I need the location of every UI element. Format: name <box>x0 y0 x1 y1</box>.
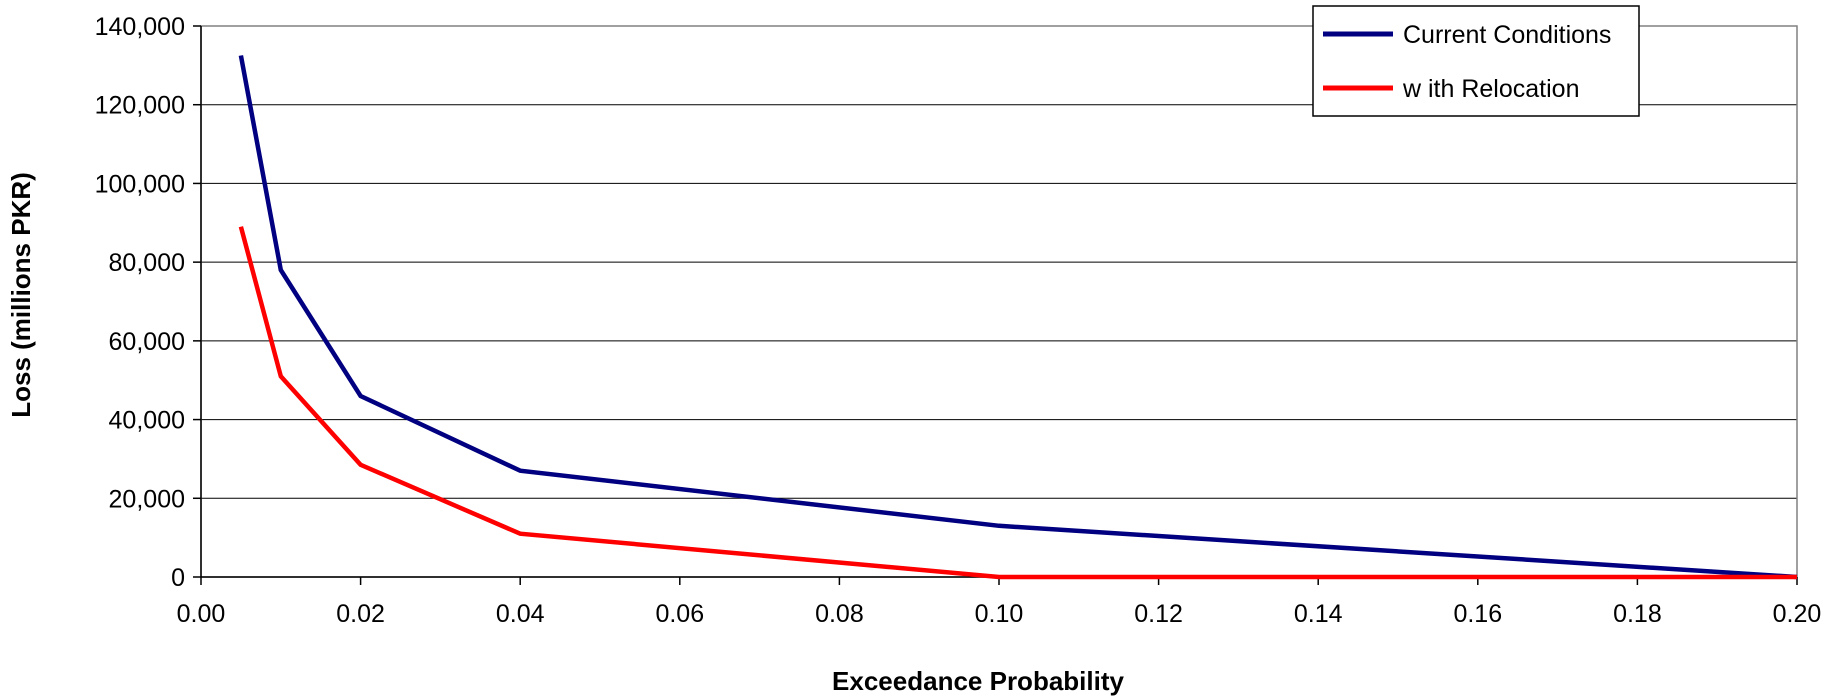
x-axis-title: Exceedance Probability <box>832 666 1124 696</box>
y-tick-label: 140,000 <box>95 13 185 41</box>
y-tick-label: 40,000 <box>109 407 185 435</box>
y-tick-label: 60,000 <box>109 328 185 356</box>
legend-label-current-conditions: Current Conditions <box>1403 21 1611 49</box>
x-tick-label: 0.10 <box>975 600 1024 628</box>
x-tick-label: 0.12 <box>1134 600 1183 628</box>
x-tick-label: 0.00 <box>177 600 226 628</box>
x-tick-label: 0.14 <box>1294 600 1343 628</box>
y-tick-label: 0 <box>171 564 185 592</box>
x-tick-label: 0.02 <box>336 600 385 628</box>
x-tick-label: 0.04 <box>496 600 545 628</box>
tick-labels: 0 20,000 40,000 60,000 80,000 100,000 120,000 1… <box>95 13 1822 628</box>
x-tick-label: 0.06 <box>655 600 704 628</box>
legend: Current Conditions w ith Relocation <box>1312 5 1640 117</box>
y-tick-label: 100,000 <box>95 170 185 198</box>
y-axis-title: Loss (millions PKR) <box>6 172 36 418</box>
series-line-current-conditions <box>238 55 1798 580</box>
x-tick-label: 0.18 <box>1613 600 1662 628</box>
y-tick-label: 80,000 <box>109 249 185 277</box>
legend-box <box>1312 5 1640 117</box>
y-tick-label: 120,000 <box>95 92 185 120</box>
series-lines <box>238 55 1798 580</box>
x-tick-label: 0.08 <box>815 600 864 628</box>
series-line-w-ith-relocation <box>238 226 1797 580</box>
legend-label-with-relocation: w ith Relocation <box>1402 75 1579 103</box>
x-tick-label: 0.20 <box>1773 600 1822 628</box>
y-tick-label: 20,000 <box>109 485 185 513</box>
x-tick-label: 0.16 <box>1453 600 1502 628</box>
